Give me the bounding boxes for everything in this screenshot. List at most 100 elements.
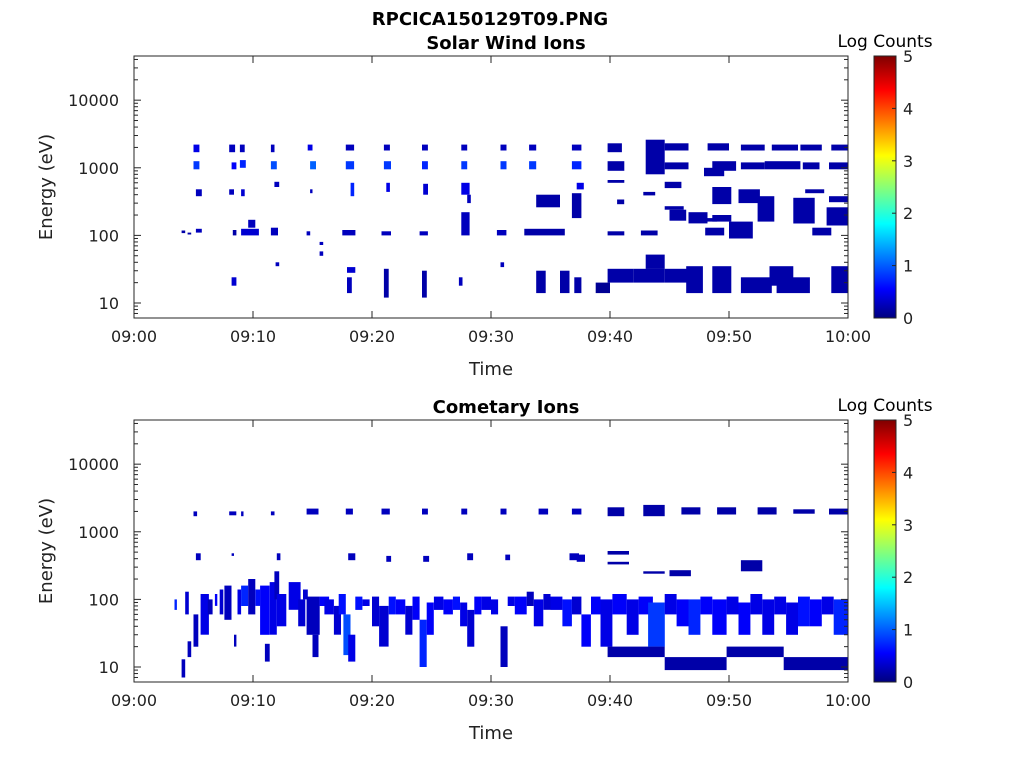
x-tick-label: 09:10 — [230, 327, 276, 346]
heatmap-cell — [829, 508, 848, 515]
heatmap-cell — [833, 599, 848, 635]
y-tick-label: 100 — [88, 226, 119, 245]
heatmap-cell — [241, 228, 259, 236]
heatmap-cell — [312, 634, 319, 658]
heatmap-cell — [237, 589, 242, 615]
heatmap-cell — [829, 196, 848, 203]
heatmap-cell — [461, 161, 468, 170]
heatmap-cell — [707, 143, 729, 151]
heatmap-cell — [405, 605, 413, 635]
x-tick-label: 09:00 — [111, 691, 157, 710]
heatmap-cell — [821, 596, 834, 615]
colorbar-tick-label: 5 — [903, 47, 913, 66]
y-tick-label: 10000 — [68, 455, 119, 474]
heatmap-cell — [303, 589, 308, 600]
heatmap-cell — [600, 599, 613, 647]
heatmap-cell — [342, 230, 356, 236]
heatmap-cell — [831, 144, 848, 151]
heatmap-cell — [514, 596, 527, 615]
heatmap-cell — [343, 614, 351, 656]
heatmap-cell — [423, 183, 428, 195]
heatmap-cell — [802, 162, 820, 170]
heatmap-cell — [729, 221, 753, 239]
heatmap-cell — [324, 599, 334, 615]
heatmap-cell — [705, 227, 725, 236]
colorbar-tick-label: 0 — [903, 673, 913, 692]
heatmap-cell — [347, 267, 356, 273]
heatmap-cell — [348, 634, 356, 662]
heatmap-cell — [310, 161, 316, 170]
colorbar-tick-label: 1 — [903, 621, 913, 640]
heatmap-cell — [750, 594, 763, 615]
heatmap-cell — [452, 596, 460, 610]
heatmap-cell — [793, 197, 815, 224]
heatmap-cell — [645, 254, 665, 269]
heatmap-cell — [717, 507, 737, 515]
heatmap-cell — [422, 144, 428, 151]
heatmap-cell — [187, 641, 192, 658]
y-axis-label: Energy (eV) — [36, 134, 57, 240]
heatmap-cell — [319, 596, 330, 606]
heatmap-cell — [681, 507, 701, 515]
heatmap-cell — [193, 614, 199, 647]
heatmap-cell — [698, 218, 718, 222]
heatmap-cell — [562, 599, 572, 627]
heatmap-cell — [269, 582, 277, 635]
colorbar-tick-label: 1 — [903, 257, 913, 276]
heatmap-cell — [193, 144, 200, 153]
heatmap-cell — [571, 193, 582, 219]
heatmap-cell — [270, 144, 275, 153]
heatmap-cell — [381, 231, 391, 236]
heatmap-cell — [538, 508, 549, 515]
y-tick-label: 10 — [99, 658, 119, 677]
heatmap-cell — [386, 182, 390, 192]
heatmap-cell — [536, 270, 546, 294]
panel-title: Solar Wind Ions — [426, 33, 585, 54]
x-tick-label: 09:30 — [468, 327, 514, 346]
heatmap-cell — [669, 209, 687, 221]
heatmap-cell — [576, 182, 584, 190]
heatmap-cell — [195, 228, 202, 233]
heatmap-cell — [831, 266, 848, 294]
heatmap-cell — [274, 571, 280, 600]
colorbar-label: Log Counts — [837, 396, 932, 416]
heatmap-cell — [581, 614, 591, 647]
heatmap-cell — [771, 144, 798, 151]
colorbar-gradient — [873, 419, 897, 683]
heatmap-cell — [757, 196, 775, 222]
heatmap-cell — [688, 599, 701, 635]
heatmap-cell — [774, 596, 787, 615]
heatmap-cell — [576, 554, 585, 562]
x-axis-label: Time — [468, 359, 513, 380]
panel-title: Cometary Ions — [433, 397, 580, 418]
heatmap-cell — [195, 553, 201, 561]
heatmap-cell — [229, 189, 234, 195]
heatmap-cell — [347, 277, 352, 294]
heatmap-cell — [193, 511, 198, 517]
heatmap-cell — [383, 268, 389, 298]
heatmap-cell — [664, 657, 727, 671]
x-tick-label: 09:50 — [706, 691, 752, 710]
heatmap-cell — [270, 227, 278, 236]
heatmap-cell — [310, 189, 313, 194]
heatmap-cell — [648, 602, 665, 647]
heatmap-cell — [800, 144, 822, 151]
x-axis-label: Time — [468, 723, 513, 744]
heatmap-cell — [505, 554, 511, 561]
heatmap-cell — [395, 599, 406, 615]
heatmap-cell — [338, 594, 346, 615]
x-tick-label: 09:40 — [587, 327, 633, 346]
heatmap-cell — [607, 143, 622, 153]
colorbar-tick-label: 4 — [903, 99, 913, 118]
heatmap-cell — [571, 596, 582, 615]
heatmap-cell — [798, 596, 810, 627]
heatmap-cell — [224, 585, 232, 620]
heatmap-cell — [264, 643, 270, 662]
heatmap-cell — [270, 161, 277, 170]
heatmap-cell — [345, 144, 355, 151]
heatmap-cell — [543, 594, 551, 610]
heatmap-cell — [461, 144, 468, 151]
heatmap-cell — [793, 509, 815, 514]
heatmap-cell — [612, 594, 627, 615]
heatmap-cell — [643, 191, 656, 196]
